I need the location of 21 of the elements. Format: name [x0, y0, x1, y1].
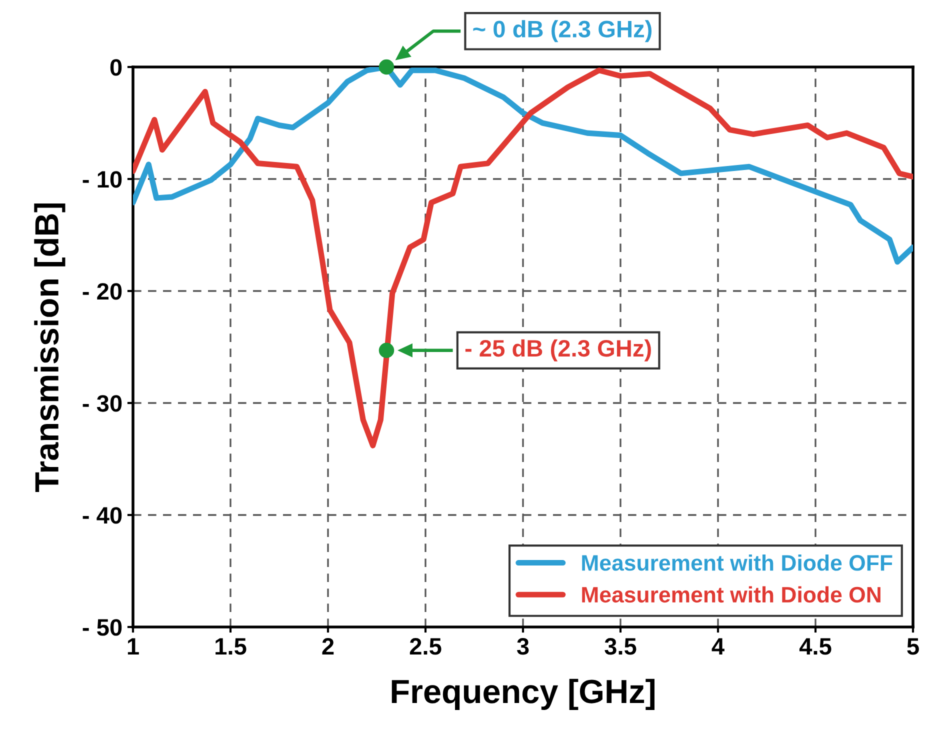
- y-tick-label: 0: [110, 59, 122, 76]
- x-tick-label: 2: [322, 638, 334, 655]
- x-tick-label: 5: [907, 638, 919, 655]
- x-tick-label: 3.5: [604, 638, 636, 655]
- y-axis-title: Transmission [dB]: [34, 203, 66, 492]
- x-tick-label: 4: [712, 638, 724, 655]
- text: ~ 0 dB (2.3 GHz): [473, 20, 652, 42]
- y-tick-label: - 20: [82, 283, 122, 300]
- legend-label: Measurement with Diode ON: [582, 586, 880, 603]
- y-tick-label: - 50: [82, 619, 122, 636]
- x-axis-title: Frequency [GHz]: [392, 678, 654, 710]
- y-tick-label: - 40: [82, 507, 122, 524]
- x-tick-label: 2.5: [410, 638, 442, 655]
- legend-label: Measurement with Diode OFF: [582, 554, 892, 571]
- x-tick-label: 1.5: [216, 638, 246, 655]
- x-tick-label: 1: [128, 638, 139, 655]
- x-tick-label: 4.5: [799, 638, 832, 655]
- y-tick-label: - 10: [82, 171, 122, 188]
- y-tick-label: - 30: [82, 395, 122, 412]
- annotation: - 25 dB (2.3 GHz): [465, 339, 651, 362]
- x-tick-label: 3: [516, 638, 529, 655]
